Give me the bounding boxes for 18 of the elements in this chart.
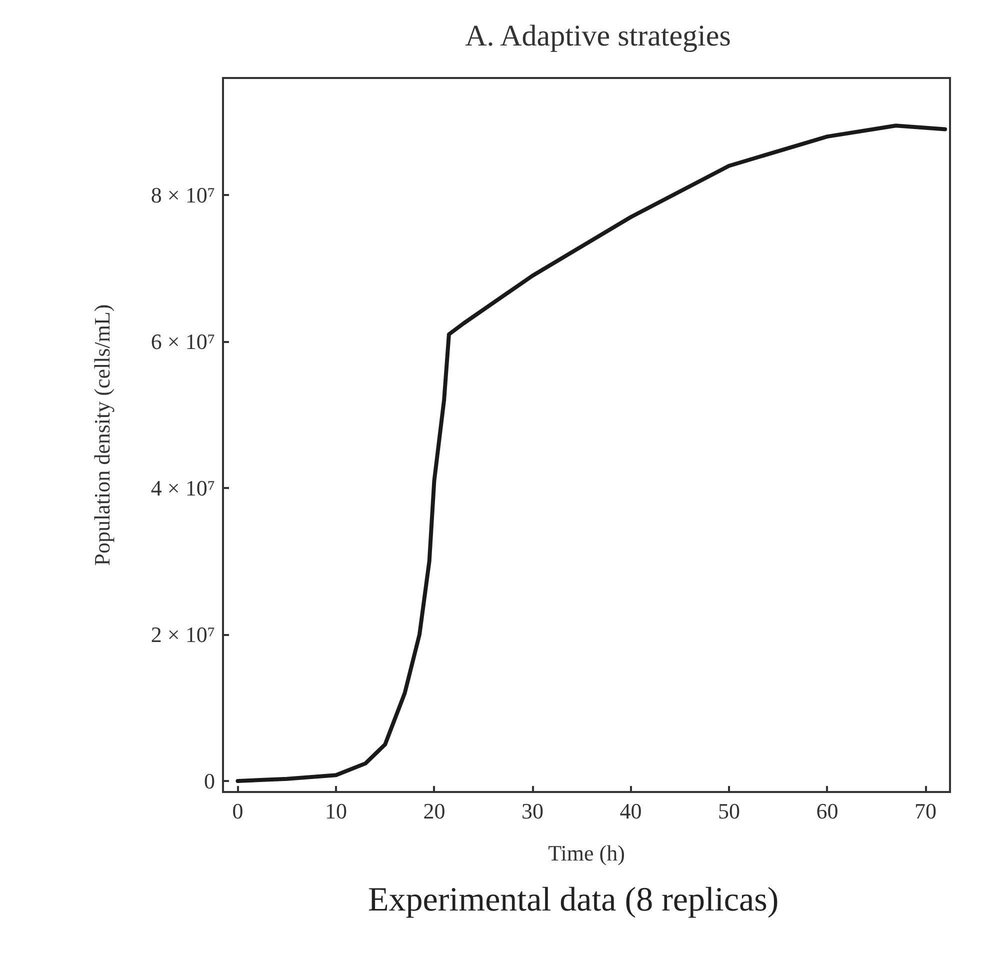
x-tick-label: 20 bbox=[423, 798, 446, 824]
x-tick-label: 70 bbox=[914, 798, 936, 824]
x-tick-label: 40 bbox=[620, 798, 642, 824]
line-series bbox=[236, 124, 948, 784]
y-tick-label: 2 × 10⁷ bbox=[150, 622, 215, 648]
x-tick-label: 50 bbox=[718, 798, 740, 824]
y-tick-label: 4 × 10⁷ bbox=[150, 476, 215, 501]
x-tick-label: 10 bbox=[324, 798, 347, 824]
x-tick-label: 0 bbox=[232, 798, 244, 824]
x-tick-label: 60 bbox=[816, 798, 838, 824]
y-tick-label: 8 × 10⁷ bbox=[150, 182, 215, 208]
text: Experimental data (8 replicas) bbox=[368, 882, 779, 918]
x-axis-title: Time (h) bbox=[548, 840, 625, 866]
chart-title: A. Adaptive strategies bbox=[465, 20, 731, 52]
y-tick-label: 0 bbox=[204, 768, 215, 794]
y-tick-label: 6 × 10⁷ bbox=[150, 329, 215, 354]
y-axis-title: Population density (cells/mL) bbox=[90, 304, 114, 566]
x-tick-label: 30 bbox=[521, 798, 544, 824]
